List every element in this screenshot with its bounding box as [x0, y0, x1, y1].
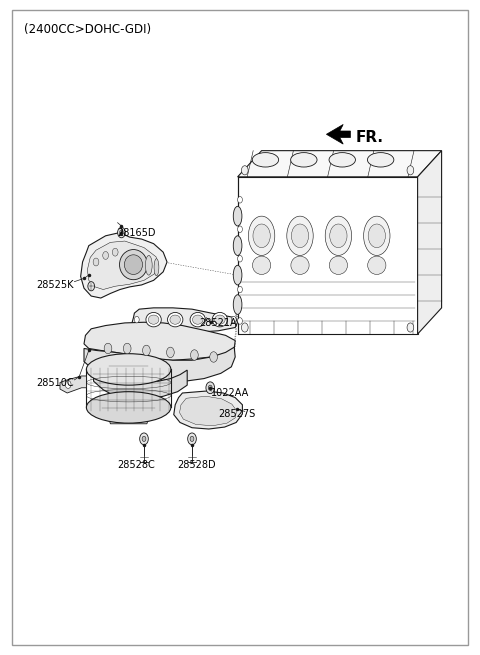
Text: (2400CC>DOHC-GDI): (2400CC>DOHC-GDI)	[24, 23, 151, 36]
Circle shape	[93, 258, 99, 266]
Circle shape	[407, 323, 414, 332]
Circle shape	[134, 316, 139, 323]
Ellipse shape	[252, 153, 278, 167]
Ellipse shape	[190, 312, 205, 327]
Ellipse shape	[291, 256, 309, 274]
Circle shape	[191, 350, 198, 360]
Polygon shape	[174, 391, 242, 429]
Circle shape	[253, 224, 270, 248]
Polygon shape	[107, 413, 150, 424]
Ellipse shape	[325, 216, 351, 255]
Ellipse shape	[192, 315, 203, 324]
Circle shape	[231, 316, 236, 323]
Ellipse shape	[233, 295, 242, 314]
Circle shape	[103, 252, 108, 259]
Circle shape	[143, 345, 150, 356]
Circle shape	[238, 196, 242, 203]
Text: 28527S: 28527S	[218, 409, 256, 419]
Text: 1022AA: 1022AA	[211, 388, 250, 398]
Circle shape	[118, 227, 125, 238]
FancyBboxPatch shape	[12, 10, 468, 645]
Circle shape	[238, 318, 242, 324]
Polygon shape	[180, 396, 237, 426]
Circle shape	[208, 385, 212, 390]
Circle shape	[330, 224, 347, 248]
Circle shape	[140, 433, 148, 445]
Ellipse shape	[368, 153, 394, 167]
Polygon shape	[326, 124, 350, 144]
Ellipse shape	[215, 315, 225, 324]
Circle shape	[241, 323, 248, 332]
Ellipse shape	[154, 259, 159, 276]
Ellipse shape	[233, 236, 242, 255]
Circle shape	[238, 286, 242, 293]
Circle shape	[65, 381, 71, 388]
Ellipse shape	[120, 250, 147, 280]
Ellipse shape	[364, 216, 390, 255]
Ellipse shape	[329, 256, 348, 274]
Polygon shape	[132, 308, 238, 332]
Circle shape	[206, 382, 215, 394]
Text: 28165D: 28165D	[118, 227, 156, 238]
Circle shape	[238, 226, 242, 233]
Ellipse shape	[146, 312, 161, 327]
Ellipse shape	[233, 206, 242, 226]
Polygon shape	[81, 233, 167, 298]
Text: 28510C: 28510C	[36, 378, 73, 388]
Circle shape	[88, 282, 95, 291]
Ellipse shape	[252, 256, 271, 274]
Ellipse shape	[212, 312, 228, 327]
Circle shape	[188, 433, 196, 445]
Circle shape	[123, 343, 131, 354]
Circle shape	[120, 230, 123, 235]
Text: 28528D: 28528D	[178, 460, 216, 470]
Ellipse shape	[145, 255, 152, 275]
Text: 28525K: 28525K	[36, 280, 73, 290]
Ellipse shape	[168, 312, 183, 327]
Polygon shape	[60, 376, 86, 393]
Circle shape	[112, 248, 118, 256]
Ellipse shape	[329, 153, 356, 167]
Ellipse shape	[249, 216, 275, 255]
Circle shape	[238, 255, 242, 262]
Circle shape	[291, 224, 309, 248]
Circle shape	[190, 436, 194, 441]
Polygon shape	[84, 347, 235, 383]
Circle shape	[241, 166, 248, 175]
Circle shape	[210, 352, 217, 362]
Ellipse shape	[86, 354, 171, 385]
Ellipse shape	[368, 256, 386, 274]
Polygon shape	[238, 151, 442, 177]
Polygon shape	[418, 151, 442, 334]
Ellipse shape	[86, 392, 171, 423]
Text: FR.: FR.	[355, 130, 383, 145]
Ellipse shape	[124, 255, 143, 274]
Ellipse shape	[287, 216, 313, 255]
Circle shape	[104, 343, 112, 354]
Circle shape	[167, 347, 174, 358]
Ellipse shape	[170, 315, 180, 324]
Ellipse shape	[148, 315, 159, 324]
Polygon shape	[94, 370, 187, 400]
Circle shape	[142, 436, 146, 441]
Ellipse shape	[291, 153, 317, 167]
Text: 28521A: 28521A	[199, 318, 237, 328]
Circle shape	[407, 166, 414, 175]
Text: 28528C: 28528C	[118, 460, 156, 470]
Polygon shape	[87, 241, 158, 290]
Ellipse shape	[233, 265, 242, 285]
Polygon shape	[238, 177, 418, 334]
Circle shape	[368, 224, 385, 248]
Polygon shape	[84, 322, 235, 360]
